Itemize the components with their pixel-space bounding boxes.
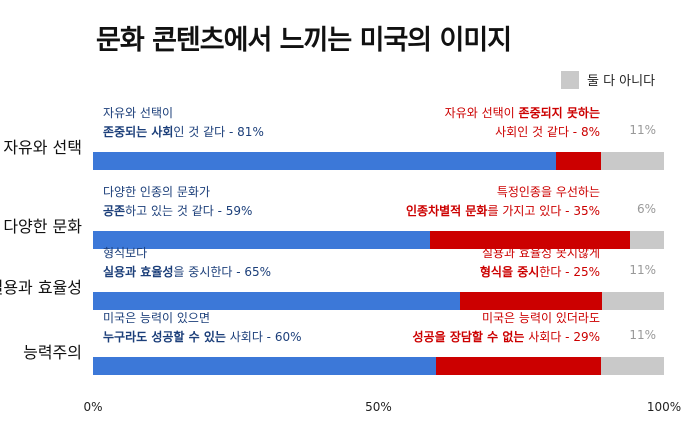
- annotation-line: 형식을 중시한다 - 25%: [480, 263, 600, 282]
- annotation-rest: 인 것 같다 - 81%: [173, 125, 264, 139]
- bar-segment-positive: [93, 357, 436, 375]
- bar-segment-neither: [601, 357, 664, 375]
- annotation-line: 사회인 것 같다 - 8%: [495, 125, 600, 139]
- annotation-rest: 을 중시한다 - 65%: [173, 265, 272, 279]
- bar-segment-negative: [435, 357, 602, 375]
- annotation-bold: 공존: [103, 204, 126, 218]
- stacked-bar: [93, 357, 664, 375]
- stacked-bar: [93, 231, 664, 249]
- annotation-line: 특정인종을 우선하는: [496, 185, 600, 199]
- annotation-line: 인종차별적 문화를 가지고 있다 - 35%: [406, 202, 600, 221]
- bar-segment-neither: [601, 152, 664, 170]
- annotation-bold: 성공을 장담할 수 없는: [412, 330, 525, 344]
- neither-value-label: 11%: [629, 123, 656, 137]
- x-axis: 0% 50% 100%: [0, 400, 686, 420]
- annotation-line: 실용과 효율성 못지않게: [481, 246, 600, 260]
- x-tick-label: 100%: [646, 400, 682, 414]
- category-label: 실용과 효율성: [0, 278, 82, 297]
- category-label: 다양한 문화: [3, 217, 82, 236]
- bar-segment-negative: [460, 292, 602, 310]
- annotation-line: 미국은 능력이 있더라도: [481, 311, 600, 325]
- annotation-bold: 실용과 효율성: [103, 265, 174, 279]
- annotation-line: 실용과 효율성을 중시한다 - 65%: [103, 263, 271, 282]
- annotation-rest: 를 가지고 있다 - 35%: [487, 204, 600, 218]
- annotation-line: 형식보다: [103, 246, 148, 260]
- stacked-bar: [93, 292, 664, 310]
- legend-swatch-neither: [561, 70, 579, 89]
- annotation-pre: 자유와 선택이: [444, 106, 519, 120]
- legend: 둘 다 아니다: [561, 70, 655, 89]
- x-tick-label: 0%: [83, 400, 103, 414]
- stacked-bar: [93, 152, 664, 170]
- annotation-rest: 하고 있는 것 같다 - 59%: [125, 204, 253, 218]
- annotation-bold: 누구라도 성공할 수 있는: [103, 330, 226, 344]
- annotation-rest: 사회다 - 60%: [225, 330, 302, 344]
- annotation-bold: 인종차별적 문화: [406, 204, 488, 218]
- neither-value-label: 6%: [636, 202, 656, 216]
- neither-value-label: 11%: [629, 263, 656, 277]
- bar-segment-positive: [93, 152, 556, 170]
- chart-title: 문화 콘텐츠에서 느끼는 미국의 이미지: [96, 25, 512, 56]
- bar-segment-positive: [93, 231, 430, 249]
- chart-row: 능력주의 미국은 능력이 있으면 누구라도 성공할 수 있는 사회다 - 60% 미국…: [0, 303, 686, 383]
- annotation-bold: 존중되는 사회: [103, 125, 174, 139]
- legend-label-neither: 둘 다 아니다: [587, 74, 656, 89]
- annotation-bold: 형식을 중시: [479, 265, 540, 279]
- bar-segment-neither: [629, 231, 664, 249]
- annotation-rest: 사회다 - 29%: [524, 330, 600, 344]
- category-label: 능력주의: [23, 343, 82, 362]
- bar-segment-positive: [93, 292, 461, 310]
- annotation-line: 존중되는 사회인 것 같다 - 81%: [103, 123, 264, 142]
- annotation-line: 공존하고 있는 것 같다 - 59%: [103, 202, 252, 221]
- category-label: 자유와 선택: [3, 138, 82, 157]
- annotation-line: 자유와 선택이 존중되지 못하는: [445, 104, 600, 123]
- annotation-line: 미국은 능력이 있으면: [103, 311, 210, 325]
- annotation-line: 성공을 장담할 수 없는 사회다 - 29%: [413, 328, 600, 347]
- bar-segment-negative: [555, 152, 602, 170]
- annotation-line: 누구라도 성공할 수 있는 사회다 - 60%: [103, 328, 302, 347]
- annotation-bold: 존중되지 못하는: [518, 106, 600, 120]
- bar-segment-neither: [601, 292, 664, 310]
- bar-segment-negative: [429, 231, 630, 249]
- annotation-rest: 한다 - 25%: [539, 265, 600, 279]
- x-tick-label: 50%: [365, 400, 392, 414]
- annotation-line: 다양한 인종의 문화가: [103, 185, 210, 199]
- neither-value-label: 11%: [629, 328, 656, 342]
- annotation-line: 자유와 선택이: [103, 106, 174, 120]
